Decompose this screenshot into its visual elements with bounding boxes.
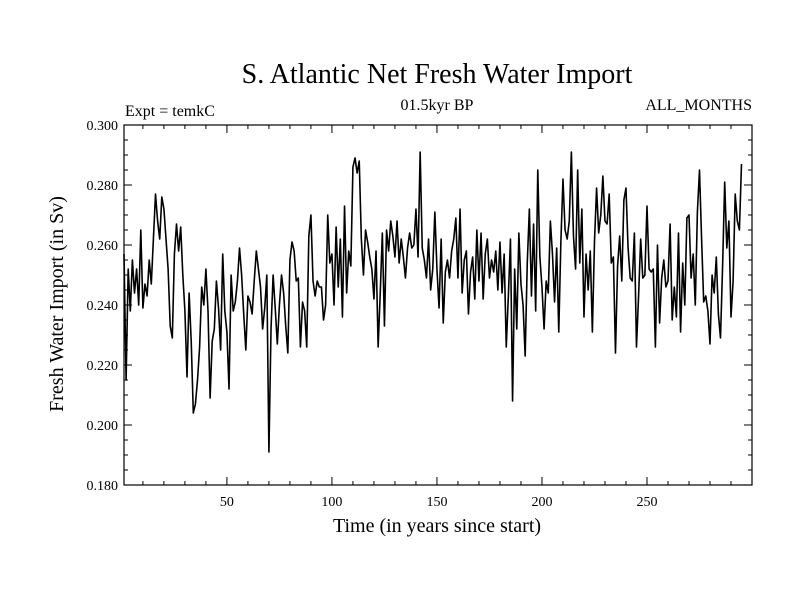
series-line [123,151,743,453]
y-tick-label: 0.300 [87,119,119,134]
months-label: ALL_MONTHS [645,97,752,114]
period-label: 01.5kyr BP [401,97,474,114]
x-tick-label: 150 [426,495,447,510]
y-tick-label: 0.240 [87,299,119,314]
y-axis-label: Fresh Water Import (in Sv) [46,196,68,412]
experiment-label: Expt = temkC [125,103,215,120]
x-tick-label: 250 [636,495,657,510]
y-tick-label: 0.260 [87,239,119,254]
x-tick-label: 100 [321,495,342,510]
plot-area [123,151,743,453]
y-tick-label: 0.180 [87,479,119,494]
y-tick-label: 0.280 [87,179,119,194]
y-tick-label: 0.220 [87,359,119,374]
x-tick-label: 200 [531,495,552,510]
x-tick-label: 50 [220,495,234,510]
x-axis-label: Time (in years since start) [333,515,541,537]
chart-title: S. Atlantic Net Fresh Water Import [242,59,633,90]
y-tick-label: 0.200 [87,419,119,434]
axes-group: 0.180 0.200 0.220 0.240 0.260 0.280 0.300 50 100… [87,119,753,510]
